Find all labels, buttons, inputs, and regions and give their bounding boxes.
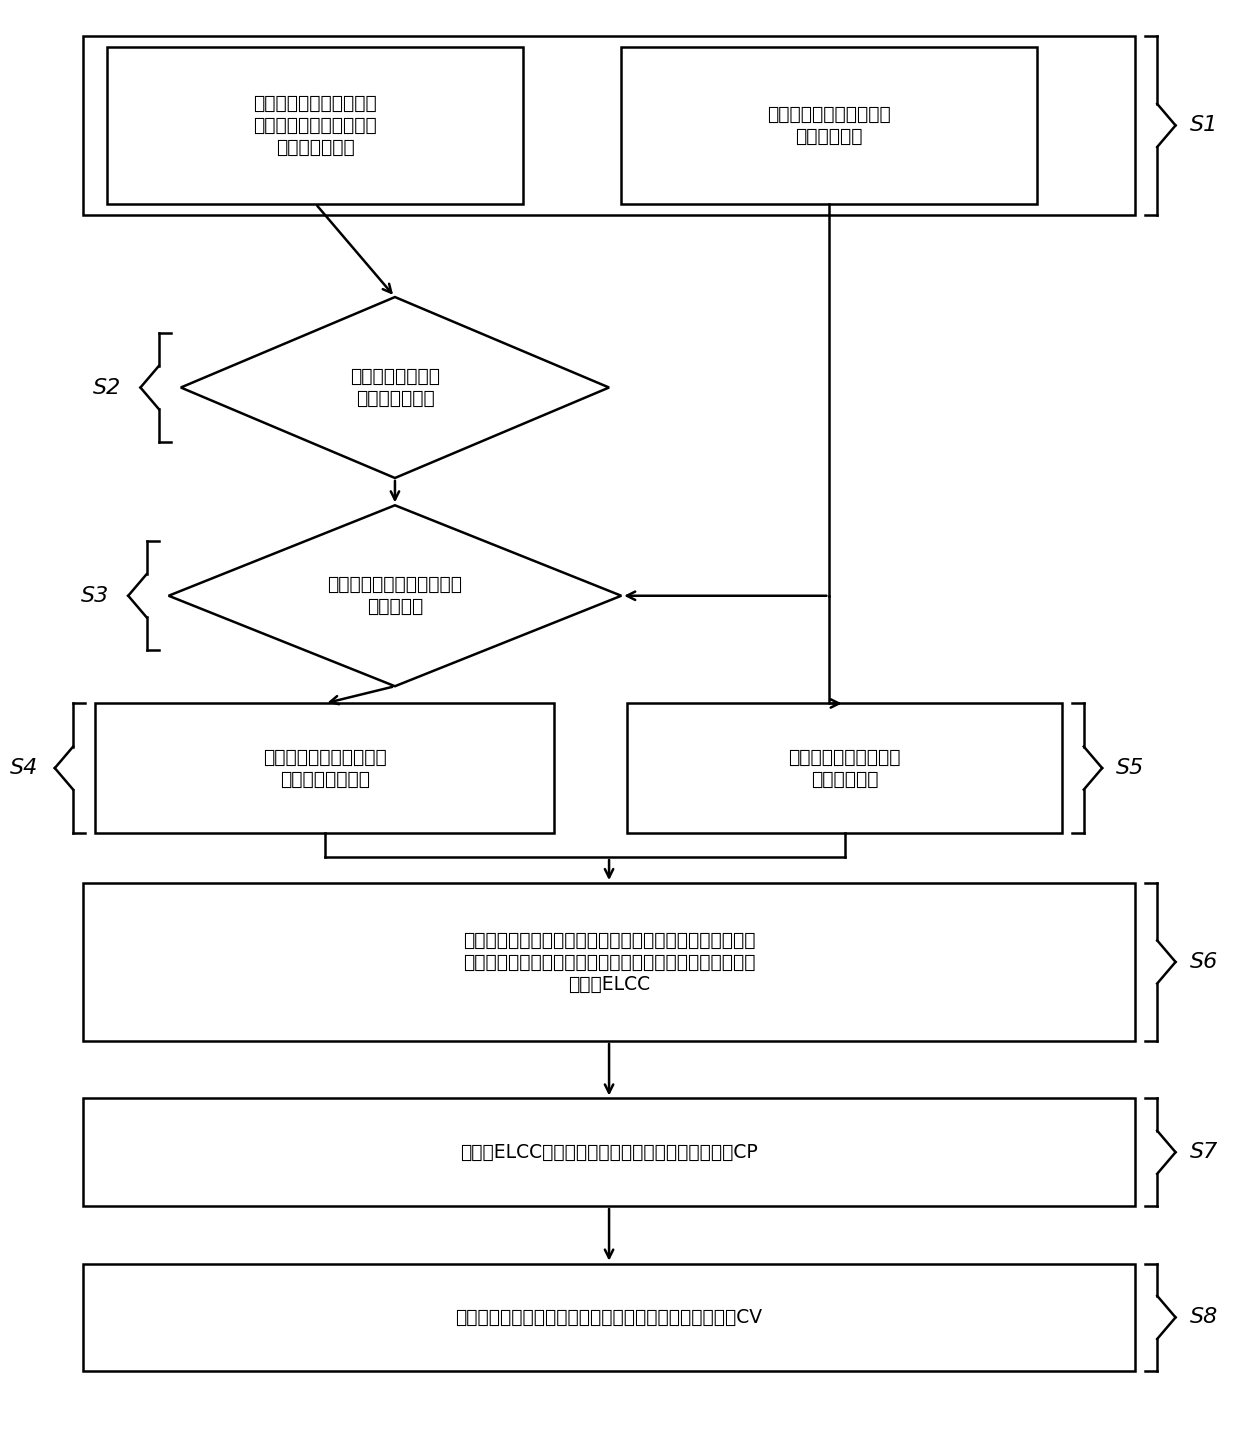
Text: 相除风电出力后，得到净负
荷时序曲线: 相除风电出力后，得到净负 荷时序曲线: [327, 576, 463, 616]
Polygon shape: [169, 505, 621, 686]
Text: 将时序负荷曲线转换为
负荷持续曲线: 将时序负荷曲线转换为 负荷持续曲线: [789, 748, 900, 789]
Text: S2: S2: [93, 377, 122, 397]
Bar: [83, 36, 1135, 215]
Text: 取负荷高峰时刻，将对应时刻的净负荷持续曲线从负荷持续
曲线上扣除，剩余面积即为风电在负荷高峰时刻的有效带负
荷能力ELCC: 取负荷高峰时刻，将对应时刻的净负荷持续曲线从负荷持续 曲线上扣除，剩余面积即为风…: [463, 931, 755, 993]
Bar: [95, 703, 554, 832]
Text: S1: S1: [1189, 116, 1218, 135]
Text: 风电置信容量与风电装机容量的比值即为风电容量置信度CV: 风电置信容量与风电装机容量的比值即为风电容量置信度CV: [455, 1308, 763, 1327]
Text: 风电的ELCC除以负荷高峰时段数即为风电置信容量CP: 风电的ELCC除以负荷高峰时段数即为风电置信容量CP: [460, 1143, 758, 1161]
Text: S6: S6: [1189, 953, 1218, 972]
Bar: [83, 1099, 1135, 1206]
Text: S8: S8: [1189, 1308, 1218, 1327]
Polygon shape: [181, 297, 609, 478]
Bar: [621, 48, 1038, 203]
Text: S4: S4: [10, 758, 38, 779]
Text: S3: S3: [81, 586, 109, 606]
Text: 获取研究区域的风电机组
装机容量、风电历史时序
出力曲线标幺值: 获取研究区域的风电机组 装机容量、风电历史时序 出力曲线标幺值: [253, 94, 377, 157]
Text: 计算得到风电时序
出力曲线有名值: 计算得到风电时序 出力曲线有名值: [350, 367, 440, 407]
Text: S7: S7: [1189, 1143, 1218, 1163]
Text: S5: S5: [1116, 758, 1145, 779]
Bar: [83, 1263, 1135, 1372]
Bar: [627, 703, 1061, 832]
Bar: [108, 48, 523, 203]
Text: 获取研究区域对应时刻的
时序负荷曲线: 获取研究区域对应时刻的 时序负荷曲线: [768, 104, 892, 146]
Text: 转换得到扣除风电出力后
的净负荷持续曲线: 转换得到扣除风电出力后 的净负荷持续曲线: [263, 748, 387, 789]
Bar: [83, 883, 1135, 1041]
